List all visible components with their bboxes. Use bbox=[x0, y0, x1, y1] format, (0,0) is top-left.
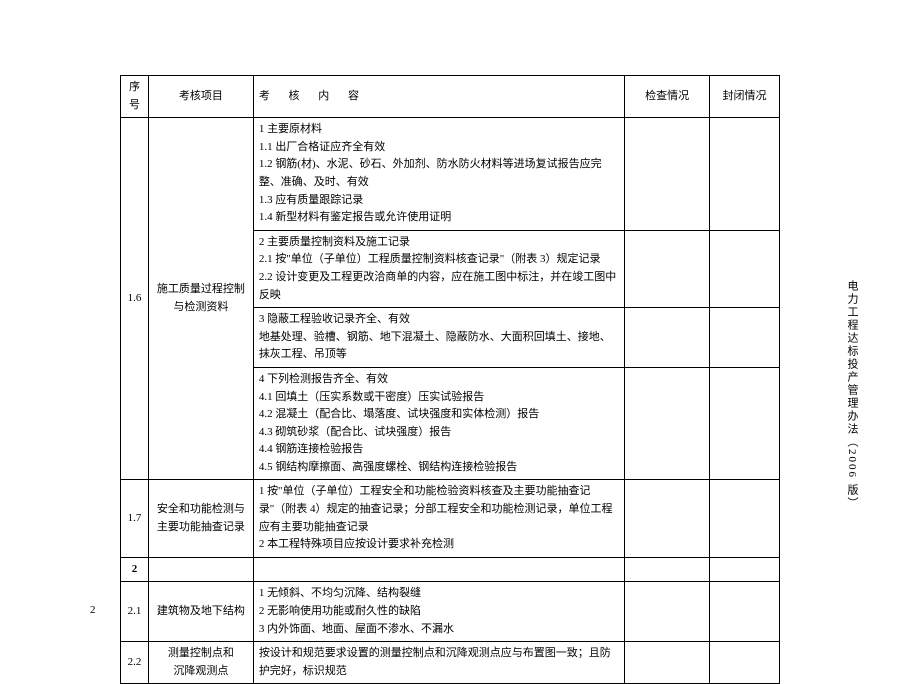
header-seal: 封闭情况 bbox=[710, 76, 780, 118]
cell-seq: 2 bbox=[121, 557, 149, 582]
table-row: 1.7 安全和功能检测与主要功能抽查记录 1 按"单位（子单位）工程安全和功能检… bbox=[121, 480, 780, 557]
cell-seal bbox=[710, 230, 780, 307]
cell-seq: 2.2 bbox=[121, 642, 149, 684]
page-number: 2 bbox=[90, 604, 96, 616]
cell-item: 施工质量过程控制与检测资料 bbox=[148, 118, 253, 480]
cell-item: 建筑物及地下结构 bbox=[148, 582, 253, 642]
header-item: 考核项目 bbox=[148, 76, 253, 118]
cell-content: 1 按"单位（子单位）工程安全和功能检验资料核查及主要功能抽查记录"（附表 4）… bbox=[253, 480, 624, 557]
table-header-row: 序号 考核项目 考 核 内 容 检查情况 封闭情况 bbox=[121, 76, 780, 118]
cell-content: 4 下列检测报告齐全、有效 4.1 回填土（压实系数或干密度）压实试验报告 4.… bbox=[253, 367, 624, 480]
header-check: 检查情况 bbox=[625, 76, 710, 118]
cell-content bbox=[253, 557, 624, 582]
cell-seq: 1.6 bbox=[121, 118, 149, 480]
cell-seq: 1.7 bbox=[121, 480, 149, 557]
table-row: 2.1 建筑物及地下结构 1 无倾斜、不均匀沉降、结构裂缝 2 无影响使用功能或… bbox=[121, 582, 780, 642]
cell-seal bbox=[710, 118, 780, 231]
cell-check bbox=[625, 582, 710, 642]
cell-item: 测量控制点和 沉降观测点 bbox=[148, 642, 253, 684]
assessment-table: 序号 考核项目 考 核 内 容 检查情况 封闭情况 1.6 施工质量过程控制与检… bbox=[120, 75, 780, 684]
cell-check bbox=[625, 230, 710, 307]
cell-check bbox=[625, 480, 710, 557]
table-row: 2.2 测量控制点和 沉降观测点 按设计和规范要求设置的测量控制点和沉降观测点应… bbox=[121, 642, 780, 684]
cell-item: 安全和功能检测与主要功能抽查记录 bbox=[148, 480, 253, 557]
cell-item bbox=[148, 557, 253, 582]
cell-content: 1 主要原材料 1.1 出厂合格证应齐全有效 1.2 钢筋(材)、水泥、砂石、外… bbox=[253, 118, 624, 231]
header-content: 考 核 内 容 bbox=[253, 76, 624, 118]
cell-seal bbox=[710, 367, 780, 480]
table-section-row: 2 bbox=[121, 557, 780, 582]
cell-check bbox=[625, 118, 710, 231]
side-title: 电力工程达标投产管理办法（2006 版） bbox=[844, 280, 860, 510]
cell-content: 2 主要质量控制资料及施工记录 2.1 按"单位（子单位）工程质量控制资料核查记… bbox=[253, 230, 624, 307]
table-row: 1.6 施工质量过程控制与检测资料 1 主要原材料 1.1 出厂合格证应齐全有效… bbox=[121, 118, 780, 231]
cell-check bbox=[625, 308, 710, 368]
cell-content: 3 隐蔽工程验收记录齐全、有效 地基处理、验槽、钢筋、地下混凝土、隐蔽防水、大面… bbox=[253, 308, 624, 368]
cell-seal bbox=[710, 642, 780, 684]
cell-seq: 2.1 bbox=[121, 582, 149, 642]
cell-content: 按设计和规范要求设置的测量控制点和沉降观测点应与布置图一致；且防护完好，标识规范 bbox=[253, 642, 624, 684]
cell-check bbox=[625, 367, 710, 480]
cell-seal bbox=[710, 480, 780, 557]
cell-seal bbox=[710, 308, 780, 368]
cell-check bbox=[625, 557, 710, 582]
header-seq: 序号 bbox=[121, 76, 149, 118]
cell-seal bbox=[710, 557, 780, 582]
cell-seal bbox=[710, 582, 780, 642]
cell-content: 1 无倾斜、不均匀沉降、结构裂缝 2 无影响使用功能或耐久性的缺陷 3 内外饰面… bbox=[253, 582, 624, 642]
cell-check bbox=[625, 642, 710, 684]
